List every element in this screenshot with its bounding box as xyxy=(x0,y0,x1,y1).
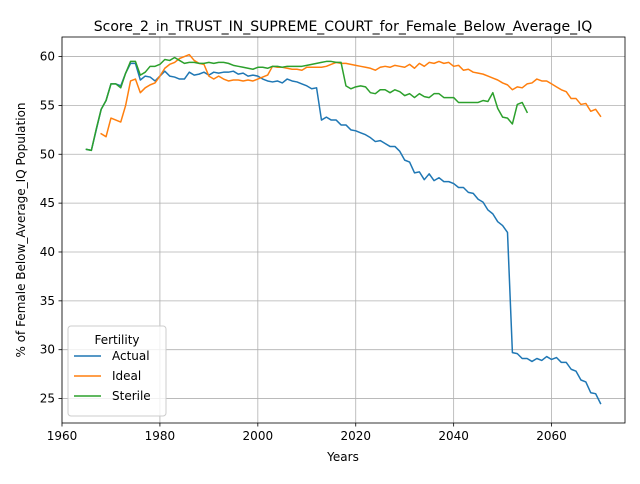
y-tick-label: 45 xyxy=(40,196,55,210)
legend-label-sterile: Sterile xyxy=(112,389,151,403)
x-tick-label: 1960 xyxy=(47,429,78,443)
y-axis-label: % of Female Below_Average_IQ Population xyxy=(14,102,28,357)
legend: Fertility Actual Ideal Sterile xyxy=(68,326,166,416)
legend-label-ideal: Ideal xyxy=(112,369,141,383)
x-axis-label: Years xyxy=(326,450,359,464)
y-tick-label: 55 xyxy=(40,98,55,112)
chart-title: Score_2_in_TRUST_IN_SUPREME_COURT_for_Fe… xyxy=(94,19,592,35)
y-tick-label: 25 xyxy=(40,392,55,406)
x-tick-label: 1980 xyxy=(145,429,176,443)
x-tick-label: 2020 xyxy=(340,429,371,443)
y-tick-label: 60 xyxy=(40,50,55,64)
y-tick-label: 50 xyxy=(40,147,55,161)
legend-title: Fertility xyxy=(94,333,139,347)
x-tick-label: 2040 xyxy=(438,429,469,443)
y-tick-label: 30 xyxy=(40,343,55,357)
y-tick-label: 35 xyxy=(40,294,55,308)
legend-label-actual: Actual xyxy=(112,349,150,363)
x-tick-label: 2060 xyxy=(536,429,567,443)
x-tick-label: 2000 xyxy=(243,429,274,443)
y-tick-label: 40 xyxy=(40,245,55,259)
